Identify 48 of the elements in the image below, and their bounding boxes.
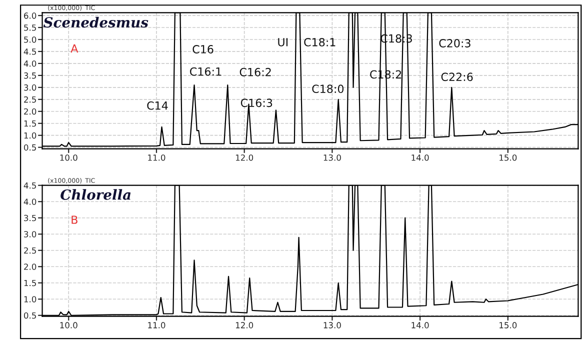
x-tick-label: 15.0	[500, 322, 517, 328]
x-tick-label: 10.0	[60, 322, 78, 328]
x-tick-label: 13.0	[324, 322, 341, 328]
y-tick-label: 5.0	[24, 36, 36, 43]
y-tick-label: 6.0	[24, 12, 36, 19]
y-tick-label: 2.5	[24, 96, 36, 103]
text: B	[72, 216, 78, 224]
x-tick-label: 14.0	[412, 322, 429, 328]
chart-title: Chlorella	[60, 189, 131, 200]
annotation: C20:3	[439, 39, 470, 48]
y-tick-label: 1.5	[24, 120, 36, 127]
y-tick-label: 2.5	[24, 247, 36, 254]
x-tick-label: 11.0	[148, 154, 166, 161]
y-tick-label: 3.0	[24, 84, 36, 91]
annotation: C16	[192, 45, 214, 54]
y-tick-label: 4.0	[24, 60, 36, 67]
x-tick-label: 12.0	[236, 322, 254, 328]
y-tick-label: 5.5	[24, 24, 36, 31]
y-tick-label: 4.0	[24, 198, 36, 205]
y-tick-label: 1.0	[24, 296, 36, 302]
y-tick-label: 4.5	[24, 48, 36, 55]
x-tick-label: 11.0	[148, 322, 166, 328]
y-tick-label: 1.0	[24, 132, 36, 139]
annotation: C18:0	[312, 84, 344, 94]
line-series	[42, 12, 578, 147]
annotation: UI	[278, 38, 288, 46]
annotation: C16:2	[240, 68, 271, 76]
y-tick-label: 3.5	[24, 72, 36, 79]
annotation: C14	[147, 101, 168, 110]
chart-title: Scenedesmus	[43, 16, 148, 28]
y-tick-label: 4.5	[24, 182, 36, 189]
y-tick-label: 0.5	[24, 144, 36, 151]
x-tick-label: 13.0	[324, 154, 341, 161]
y-tick-label: 2.0	[24, 108, 36, 115]
annotation: C22:6	[441, 72, 473, 82]
y-tick-label: 2.0	[24, 264, 36, 270]
annotation: C16:1	[190, 67, 222, 76]
annotation: C16:3	[240, 98, 272, 108]
x-tick-label: 10.0	[60, 154, 78, 161]
y-tick-label: 0.5	[24, 312, 36, 319]
annotation: C18:1	[304, 38, 336, 46]
text: A	[70, 44, 78, 52]
x-tick-label: 12.0	[236, 154, 254, 161]
y-tick-label: 3.0	[24, 231, 36, 238]
y-tick-label: 1.5	[24, 280, 36, 286]
x-tick-label: 15.0	[500, 154, 517, 161]
y-tick-label: 3.5	[24, 214, 36, 222]
x-tick-label: 14.0	[412, 154, 429, 161]
